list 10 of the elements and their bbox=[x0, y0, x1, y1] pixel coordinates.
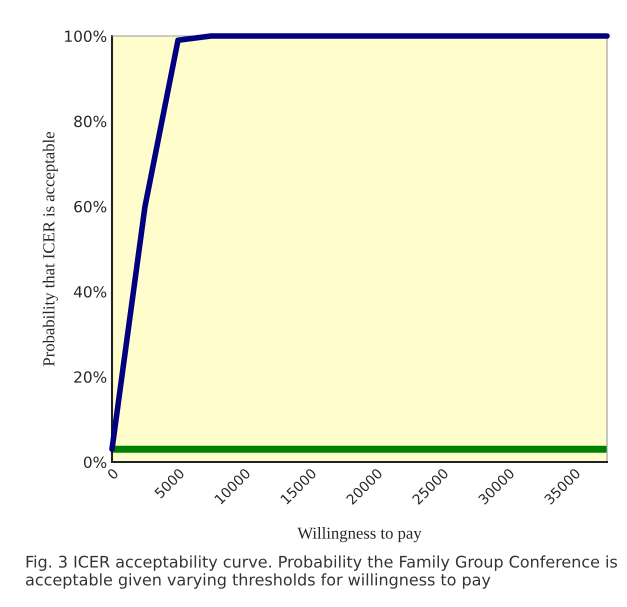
x-axis-title: Willingness to pay bbox=[297, 527, 422, 542]
x-tick-label: 0 bbox=[106, 468, 119, 480]
y-tick-label: 20% bbox=[74, 371, 106, 383]
y-tick-label: 60% bbox=[74, 200, 106, 212]
y-tick-label: 0% bbox=[84, 456, 106, 468]
y-tick-label: 100% bbox=[65, 30, 106, 42]
y-tick-label: 40% bbox=[74, 286, 106, 298]
y-tick-label: 80% bbox=[74, 116, 106, 128]
caption: Fig. 3 ICER acceptability curve. Probability the Family Group Conference is acceptable given varying thresholds for willingness to pay bbox=[26, 555, 618, 589]
y-axis-title: Probability that ICER is acceptable bbox=[42, 132, 58, 366]
